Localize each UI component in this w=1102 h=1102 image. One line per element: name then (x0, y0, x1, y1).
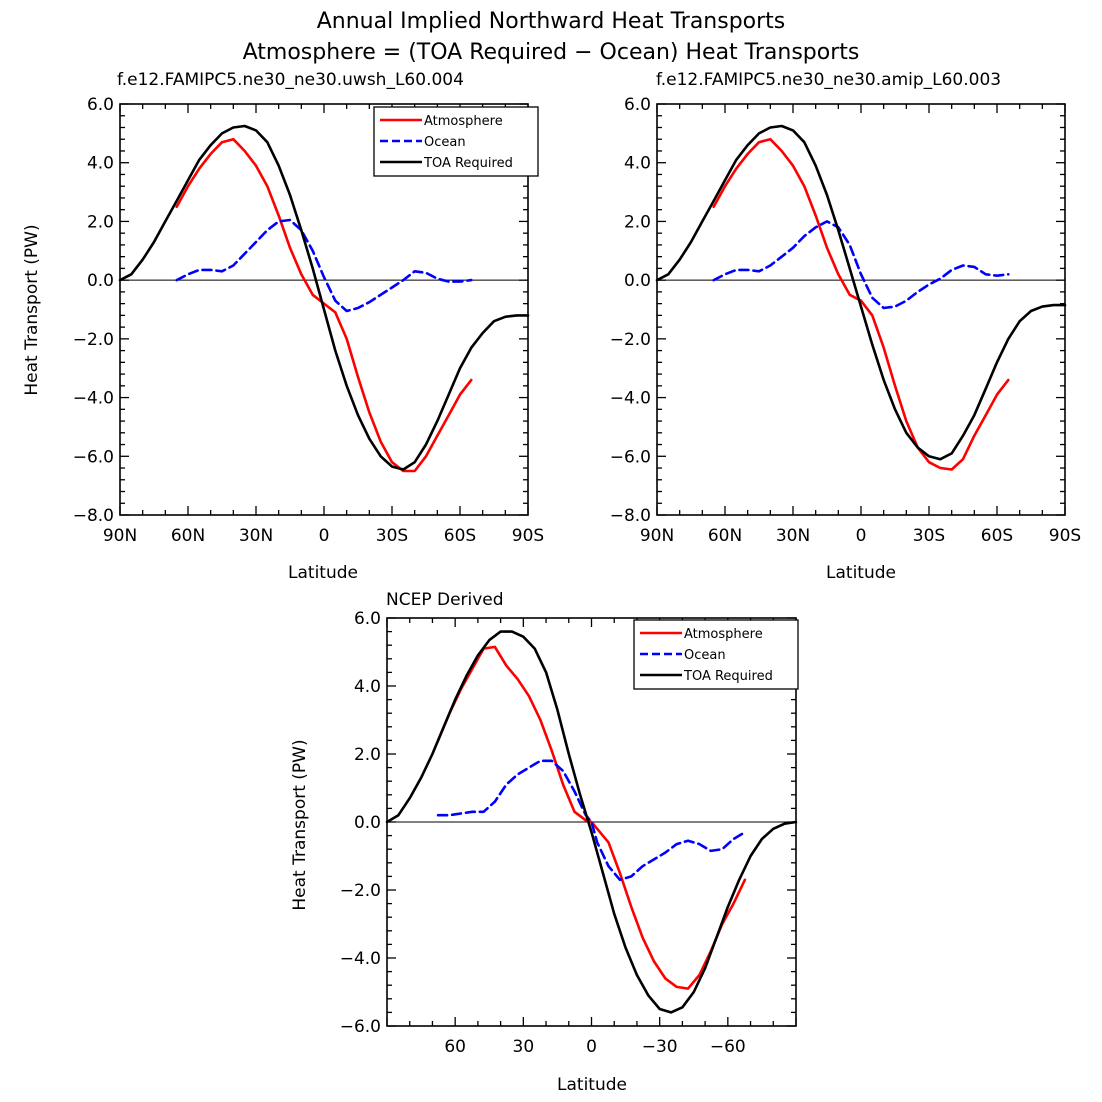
figure-title-line1: Annual Implied Northward Heat Transports (317, 9, 786, 34)
series-line-toa-required (655, 124, 1067, 461)
legend-box (373, 106, 539, 177)
series-line-toa-required (385, 630, 798, 1014)
x-tick-label: 90N (103, 526, 137, 546)
series-line-ocean (436, 759, 747, 882)
legend-label: Ocean (684, 648, 726, 663)
legend-label: Atmosphere (684, 627, 763, 642)
y-tick-label: −2.0 (73, 330, 114, 350)
x-tick-label: −60 (710, 1037, 746, 1057)
y-tick-label: 6.0 (624, 95, 651, 115)
x-tick-label: 90S (512, 526, 544, 546)
plot-frame (119, 103, 529, 516)
panel-ncep: NCEP Derived Latitude Heat Transport (PW… (290, 590, 799, 1095)
x-axis-label: Latitude (557, 1075, 627, 1095)
panel-title: NCEP Derived (386, 590, 504, 610)
series-line-toa-required (118, 124, 530, 471)
series-line-atmosphere (175, 137, 473, 473)
x-tick-label: 90S (1049, 526, 1081, 546)
series-line-ocean (175, 218, 473, 313)
x-axis-label: Latitude (826, 563, 896, 583)
plot-frame (386, 617, 797, 1027)
plot-frame (656, 103, 1066, 516)
x-tick-label: 30N (776, 526, 810, 546)
x-tick-label: 30S (376, 526, 408, 546)
y-tick-label: 2.0 (354, 745, 381, 765)
x-tick-label: 30 (513, 1037, 535, 1057)
x-tick-label: 60 (444, 1037, 466, 1057)
x-tick-label: 0 (856, 526, 867, 546)
x-tick-label: 30N (239, 526, 273, 546)
y-tick-label: 6.0 (87, 95, 114, 115)
y-tick-label: 6.0 (354, 609, 381, 629)
legend-label: TOA Required (423, 156, 513, 171)
y-tick-label: 2.0 (87, 212, 114, 232)
x-tick-label: 60S (444, 526, 476, 546)
legend-box (633, 619, 799, 690)
series-line-ocean (712, 220, 1010, 310)
x-tick-label: 90N (640, 526, 674, 546)
panel-title: f.e12.FAMIPC5.ne30_ne30.amip_L60.003 (656, 70, 1001, 90)
series-line-atmosphere (436, 645, 747, 990)
legend-label: TOA Required (683, 669, 773, 684)
y-tick-label: −2.0 (610, 330, 651, 350)
x-tick-label: 0 (319, 526, 330, 546)
y-tick-label: −8.0 (73, 506, 114, 526)
x-tick-label: 60N (708, 526, 742, 546)
y-tick-label: −4.0 (610, 389, 651, 409)
y-tick-label: 4.0 (354, 677, 381, 697)
x-axis-label: Latitude (288, 563, 358, 583)
x-tick-label: −30 (642, 1037, 678, 1057)
legend-label: Atmosphere (424, 114, 503, 129)
y-tick-label: −2.0 (340, 881, 381, 901)
series-line-atmosphere (712, 137, 1010, 471)
x-tick-label: 60S (981, 526, 1013, 546)
y-tick-label: 0.0 (354, 813, 381, 833)
legend-label: Ocean (424, 135, 466, 150)
y-tick-label: −4.0 (340, 949, 381, 969)
panel-title: f.e12.FAMIPC5.ne30_ne30.uwsh_L60.004 (117, 70, 464, 90)
y-tick-label: −6.0 (610, 447, 651, 467)
y-tick-label: −8.0 (610, 506, 651, 526)
x-tick-label: 0 (586, 1037, 597, 1057)
x-tick-label: 60N (171, 526, 205, 546)
panel-uwsh: f.e12.FAMIPC5.ne30_ne30.uwsh_L60.004 Lat… (22, 70, 544, 583)
y-tick-label: −4.0 (73, 389, 114, 409)
y-tick-label: 4.0 (87, 154, 114, 174)
figure-title-line2: Atmosphere = (TOA Required − Ocean) Heat… (243, 40, 860, 65)
y-tick-label: 0.0 (624, 271, 651, 291)
y-tick-label: 0.0 (87, 271, 114, 291)
y-axis-label: Heat Transport (PW) (22, 224, 42, 395)
panel-amip: f.e12.FAMIPC5.ne30_ne30.amip_L60.003 Lat… (610, 70, 1082, 583)
y-axis-label: Heat Transport (PW) (290, 739, 310, 910)
y-tick-label: 2.0 (624, 212, 651, 232)
y-tick-label: 4.0 (624, 154, 651, 174)
x-tick-label: 30S (913, 526, 945, 546)
y-tick-label: −6.0 (73, 447, 114, 467)
y-tick-label: −6.0 (340, 1017, 381, 1037)
